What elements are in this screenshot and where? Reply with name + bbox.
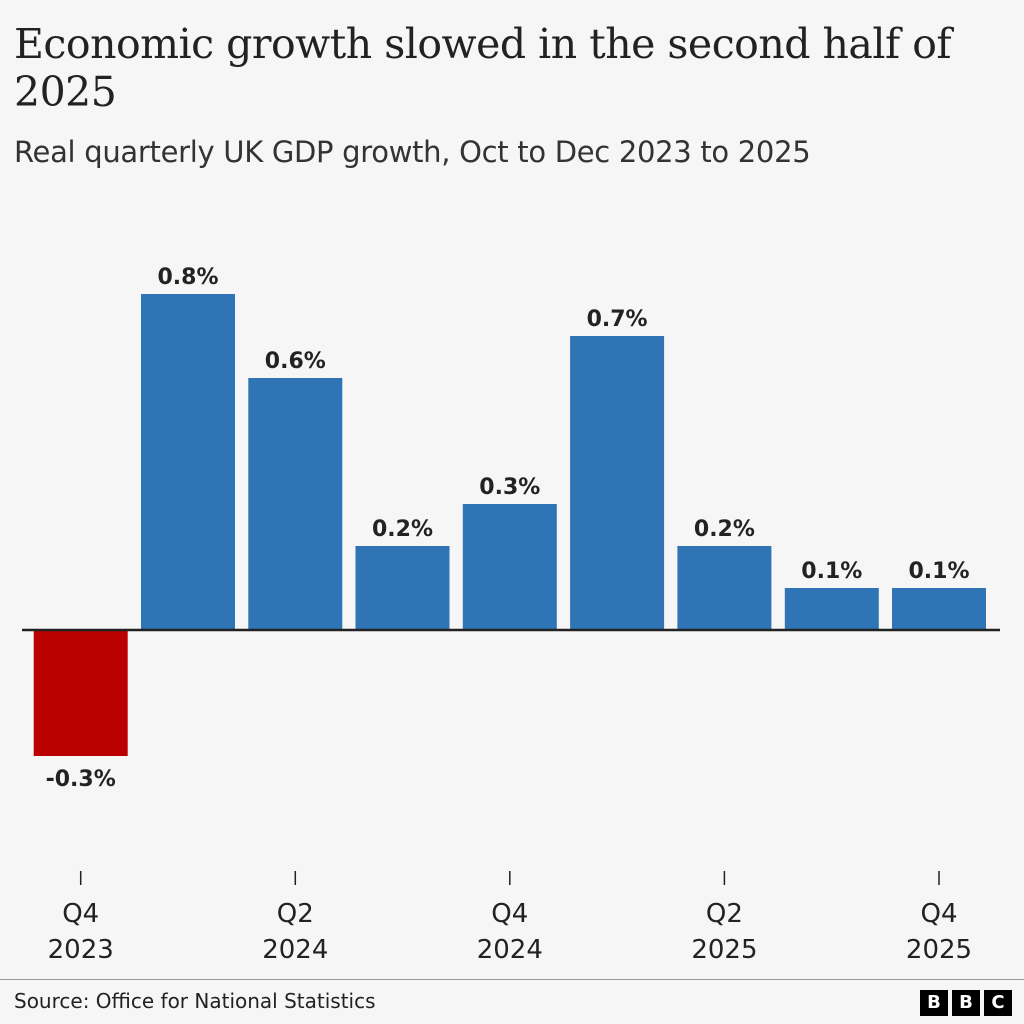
bar (570, 336, 665, 630)
bar (248, 378, 343, 630)
data-label: -0.3% (46, 767, 116, 792)
data-label: 0.8% (157, 265, 218, 290)
bar (677, 546, 772, 630)
data-label: 0.1% (801, 559, 862, 584)
data-label: 0.2% (372, 517, 433, 542)
x-tick-label: Q4 (62, 899, 99, 929)
x-tick-label: 2024 (477, 935, 543, 965)
bar (33, 630, 128, 756)
x-tick-label: 2025 (906, 935, 972, 965)
bar (784, 588, 879, 630)
chart-subtitle: Real quarterly UK GDP growth, Oct to Dec… (14, 135, 811, 169)
footer-divider (0, 979, 1024, 980)
data-label: 0.6% (265, 349, 326, 374)
data-label: 0.3% (479, 475, 540, 500)
data-label: 0.1% (908, 559, 969, 584)
bar (892, 588, 986, 630)
bbc-logo: B B C (920, 990, 1012, 1016)
logo-letter: C (984, 990, 1012, 1016)
x-tick-label: 2024 (262, 935, 328, 965)
bar (462, 504, 557, 630)
logo-letter: B (952, 990, 980, 1016)
x-tick-label: 2023 (48, 935, 114, 965)
x-tick-label: Q2 (706, 899, 743, 929)
source-note: Source: Office for National Statistics (14, 989, 376, 1013)
data-label: 0.2% (694, 517, 755, 542)
x-tick-label: 2025 (691, 935, 757, 965)
logo-letter: B (920, 990, 948, 1016)
bar (141, 294, 235, 630)
x-tick-label: Q4 (491, 899, 528, 929)
x-tick-label: Q4 (920, 899, 957, 929)
chart-title: Economic growth slowed in the second hal… (14, 20, 952, 116)
bar (355, 546, 450, 630)
x-tick-label: Q2 (277, 899, 314, 929)
data-label: 0.7% (587, 307, 648, 332)
